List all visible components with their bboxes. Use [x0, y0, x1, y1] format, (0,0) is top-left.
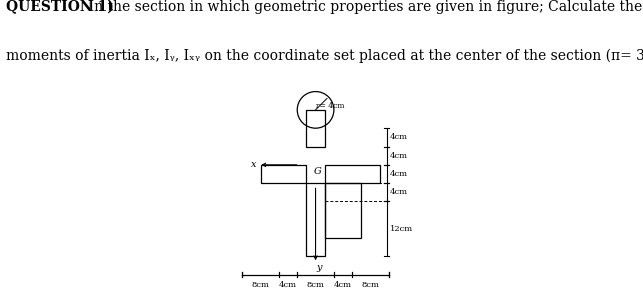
- Text: 4cm: 4cm: [390, 152, 408, 160]
- Text: 8cm: 8cm: [307, 281, 325, 289]
- Text: 12cm: 12cm: [390, 225, 413, 233]
- Text: 8cm: 8cm: [361, 281, 379, 289]
- Bar: [307, 110, 325, 146]
- Text: QUESTION 1): QUESTION 1): [6, 0, 114, 14]
- Text: 4cm: 4cm: [390, 170, 408, 178]
- Bar: [325, 183, 361, 238]
- Bar: [260, 165, 307, 183]
- Text: x: x: [251, 160, 257, 169]
- Text: G: G: [314, 167, 322, 176]
- Text: 8cm: 8cm: [251, 281, 269, 289]
- Bar: [307, 183, 325, 256]
- Bar: [325, 165, 379, 183]
- Text: r= 4cm: r= 4cm: [316, 102, 345, 110]
- Text: 4cm: 4cm: [390, 188, 408, 196]
- Text: 4cm: 4cm: [334, 281, 352, 289]
- Text: 4cm: 4cm: [279, 281, 297, 289]
- Text: moments of inertia Iₓ, Iᵧ, Iₓᵧ on the coordinate set placed at the center of the: moments of inertia Iₓ, Iᵧ, Iₓᵧ on the co…: [6, 48, 643, 63]
- Text: In the section in which geometric properties are given in figure; Calculate the: In the section in which geometric proper…: [80, 0, 642, 14]
- Text: y: y: [316, 263, 322, 272]
- Text: 4cm: 4cm: [390, 133, 408, 141]
